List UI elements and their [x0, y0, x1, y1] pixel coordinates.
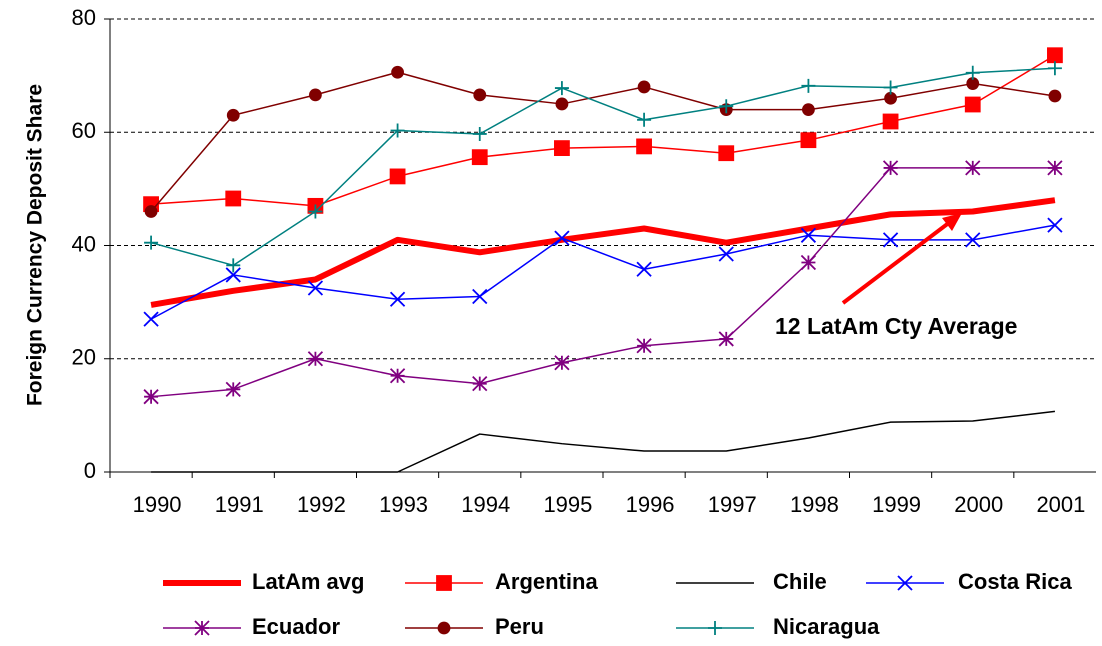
marker	[225, 381, 241, 397]
annotation-arrow	[841, 220, 952, 305]
legend-label: Peru	[495, 614, 544, 639]
x-tick-label: 2000	[954, 492, 1003, 517]
x-tick-label: 1999	[872, 492, 921, 517]
marker	[965, 232, 981, 248]
marker	[883, 80, 898, 95]
marker	[143, 389, 159, 405]
legend-label: Chile	[773, 569, 827, 594]
marker	[144, 235, 159, 250]
marker	[389, 291, 406, 307]
series-line	[151, 54, 1056, 207]
marker	[471, 149, 488, 166]
x-tick-label: 1991	[215, 492, 264, 517]
marker	[391, 65, 404, 79]
marker	[1048, 89, 1062, 103]
y-tick-label: 60	[72, 118, 96, 143]
marker	[389, 168, 406, 185]
y-tick-label: 40	[72, 231, 96, 256]
marker	[882, 160, 899, 176]
annotation: 12 LatAm Cty Average	[775, 313, 1017, 339]
marker	[554, 230, 570, 246]
marker	[554, 81, 569, 96]
marker	[897, 575, 913, 591]
x-tick-label: 1995	[543, 492, 592, 517]
marker	[800, 254, 817, 271]
y-axis-label: Foreign Currency Deposit Share	[24, 84, 47, 406]
marker	[473, 88, 487, 102]
marker	[225, 190, 242, 207]
series-line	[151, 167, 1055, 398]
marker	[1047, 160, 1063, 176]
marker	[636, 261, 652, 277]
series-line	[150, 67, 1055, 267]
marker	[144, 205, 158, 218]
legend-label: LatAm avg	[252, 569, 364, 594]
marker	[1047, 61, 1062, 76]
marker	[965, 160, 981, 176]
x-tick-label: 1992	[297, 492, 346, 517]
y-tick-label: 80	[72, 5, 96, 30]
marker	[555, 97, 569, 111]
marker	[636, 338, 652, 354]
marker	[226, 108, 240, 122]
y-tick-label: 0	[84, 458, 96, 483]
marker	[472, 126, 487, 141]
annotation-arrowhead	[942, 213, 962, 231]
marker	[472, 376, 488, 392]
marker	[718, 145, 735, 162]
marker	[390, 123, 405, 138]
marker	[1047, 47, 1063, 64]
marker	[472, 288, 488, 305]
marker	[637, 112, 652, 127]
x-tick-label: 1994	[461, 492, 510, 517]
marker	[308, 204, 323, 219]
marker	[718, 331, 734, 347]
marker	[307, 280, 324, 296]
marker	[718, 246, 734, 262]
series-line	[150, 224, 1056, 320]
x-tick-label: 1993	[379, 492, 428, 517]
y-tick-label: 20	[72, 345, 96, 370]
marker	[882, 113, 899, 130]
x-tick-label: 1998	[790, 492, 839, 517]
marker	[965, 65, 980, 80]
marker	[964, 96, 981, 113]
x-tick-label: 1996	[626, 492, 675, 517]
marker	[801, 78, 816, 93]
marker	[309, 88, 322, 102]
marker	[226, 258, 241, 273]
marker	[194, 620, 210, 636]
x-tick-label: 1997	[708, 492, 757, 517]
marker	[389, 368, 406, 384]
marker	[554, 140, 570, 157]
marker	[143, 311, 159, 327]
marker	[437, 621, 451, 635]
marker	[882, 232, 899, 248]
x-tick-label: 1990	[133, 492, 182, 517]
series-line	[151, 410, 1056, 473]
marker	[1047, 217, 1063, 233]
marker	[225, 267, 241, 283]
x-tick-label: 2001	[1036, 492, 1085, 517]
legend-label: Argentina	[495, 569, 598, 594]
marker	[708, 621, 722, 635]
marker	[436, 575, 452, 591]
legend-label: Costa Rica	[958, 569, 1072, 594]
marker	[802, 103, 815, 116]
marker	[637, 80, 651, 94]
marker	[307, 351, 324, 367]
marker	[719, 99, 734, 114]
marker	[636, 138, 652, 155]
series-line	[150, 71, 1056, 213]
legend-label: Nicaragua	[773, 614, 880, 639]
marker	[800, 227, 817, 243]
series-line	[150, 197, 1056, 308]
marker	[554, 355, 570, 371]
marker	[800, 132, 817, 149]
legend-label: Ecuador	[252, 614, 340, 639]
